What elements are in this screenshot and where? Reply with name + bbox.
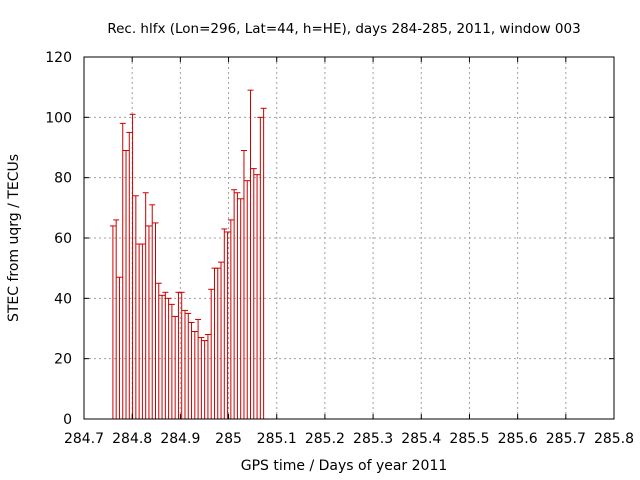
axis-ticks: 284.7 284.8 284.9 285 285.1 285.2 285.3 285.4 28…	[45, 50, 634, 447]
x-tick-label: 285.7	[546, 431, 586, 447]
x-tick-label: 285.4	[401, 431, 441, 447]
y-tick-label: 80	[54, 171, 72, 187]
x-tick-label: 285.6	[498, 431, 538, 447]
x-tick-label: 284.9	[160, 431, 200, 447]
y-axis-title: STEC from uqrg / TECUs	[6, 154, 22, 322]
x-tick-label: 285.3	[353, 431, 393, 447]
error-bars	[109, 89, 267, 419]
x-tick-label: 285	[215, 431, 242, 447]
grid	[84, 57, 614, 419]
x-tick-label: 285.1	[257, 431, 297, 447]
chart-title: Rec. hlfx (Lon=296, Lat=44, h=HE), days …	[107, 21, 580, 37]
y-tick-label: 40	[54, 291, 72, 307]
y-tick-label: 120	[45, 50, 72, 66]
y-tick-label: 20	[54, 352, 72, 368]
y-tick-label: 60	[54, 231, 72, 247]
x-tick-label: 285.8	[594, 431, 634, 447]
x-tick-label: 284.7	[64, 431, 104, 447]
y-tick-label: 0	[63, 412, 72, 428]
x-axis-title: GPS time / Days of year 2011	[241, 458, 448, 474]
y-tick-label: 100	[45, 110, 72, 126]
x-tick-label: 285.2	[305, 431, 345, 447]
x-tick-label: 284.8	[112, 431, 152, 447]
x-tick-label: 285.5	[449, 431, 489, 447]
